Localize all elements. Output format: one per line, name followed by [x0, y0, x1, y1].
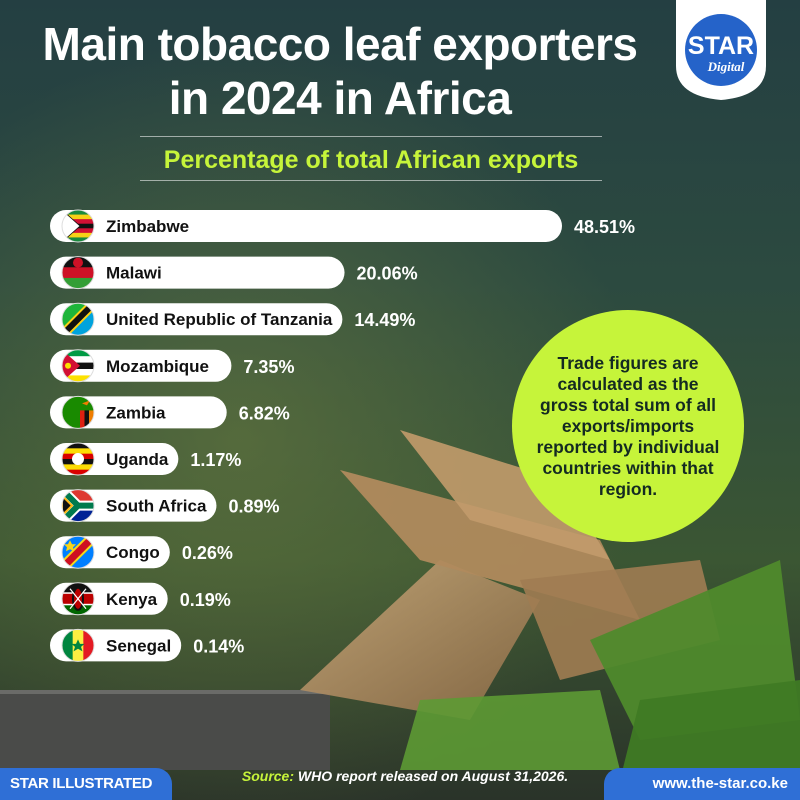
south-africa-flag-icon: [62, 489, 94, 522]
bar-value-label: 7.35%: [243, 357, 294, 377]
methodology-note-circle: Trade figures are calculated as the gros…: [512, 310, 744, 542]
bar-category-label: Senegal: [106, 636, 171, 655]
bar: [50, 210, 562, 242]
bar-row: Kenya 0.19%: [50, 582, 231, 616]
bar-row: Uganda 1.17%: [50, 442, 241, 476]
tobacco-leaves-image: [300, 430, 800, 780]
bar: [50, 303, 343, 336]
bar-category-label: United Republic of Tanzania: [106, 310, 333, 329]
bar-value-label: 48.51%: [574, 217, 635, 237]
kenya-flag-icon: [62, 582, 94, 615]
bar-value-label: 14.49%: [354, 310, 415, 330]
bar-value-label: 0.26%: [182, 543, 233, 563]
zimbabwe-flag-icon: [62, 210, 94, 242]
subtitle-top-rule: [140, 136, 602, 137]
bar-category-label: Mozambique: [106, 357, 209, 376]
senegal-flag-icon: [62, 629, 94, 662]
logo-sub: Digital: [707, 59, 745, 74]
bar-value-label: 20.06%: [357, 264, 418, 284]
zambia-flag-icon: [62, 396, 94, 429]
methodology-note-text: Trade figures are calculated as the gros…: [536, 352, 720, 499]
bar-row: South Africa 0.89%: [50, 489, 279, 523]
source-label: Source:: [241, 768, 294, 784]
bar-row: Zimbabwe 48.51%: [50, 209, 635, 243]
bar-row: United Republic of Tanzania 14.49%: [50, 302, 415, 336]
uganda-flag-icon: [62, 443, 94, 475]
bar-row: Mozambique 7.35%: [50, 349, 294, 383]
bar: [50, 396, 227, 429]
title-line-2: in 2024 in Africa: [168, 72, 512, 124]
bar-value-label: 0.19%: [180, 590, 231, 610]
subtitle-bottom-rule: [140, 180, 602, 181]
bar-value-label: 6.82%: [239, 403, 290, 423]
bar-row: Zambia 6.82%: [50, 395, 290, 429]
star-digital-logo: STAR Digital: [676, 0, 766, 100]
bar-row: Senegal 0.14%: [50, 628, 244, 662]
footer-brand-label: STAR ILLUSTRATED: [0, 768, 172, 800]
bar-row: Malawi 20.06%: [50, 256, 418, 290]
source-note: Source: WHO report released on August 31…: [215, 767, 595, 785]
subtitle: Percentage of total African exports: [163, 146, 579, 174]
footer-website-link[interactable]: www.the-star.co.ke: [604, 768, 800, 800]
mozambique-flag-icon: [62, 349, 94, 382]
bar-category-label: Uganda: [106, 450, 169, 469]
congo-flag-icon: [62, 536, 94, 569]
bar-category-label: Kenya: [106, 590, 158, 609]
bar-chart: Zimbabwe 48.51% Malawi 20.06% United Republi…: [50, 209, 635, 662]
bar-category-label: Malawi: [106, 264, 162, 283]
tanzania-flag-icon: [62, 303, 94, 336]
bar-value-label: 1.17%: [190, 450, 241, 470]
source-text: WHO report released on August 31,2026.: [294, 768, 569, 784]
bar-row: Congo 0.26%: [50, 535, 233, 569]
bar-value-label: 0.14%: [193, 636, 244, 656]
malawi-flag-icon: [62, 256, 94, 289]
bar-category-label: Zimbabwe: [106, 217, 189, 236]
bar-category-label: South Africa: [106, 497, 207, 516]
bar: [50, 349, 232, 382]
bar-category-label: Congo: [106, 543, 160, 562]
title-line-1: Main tobacco leaf exporters: [42, 18, 638, 70]
logo-brand: STAR: [688, 32, 754, 60]
bar-category-label: Zambia: [106, 403, 166, 422]
bar-value-label: 0.89%: [228, 497, 279, 517]
bar: [50, 256, 345, 289]
